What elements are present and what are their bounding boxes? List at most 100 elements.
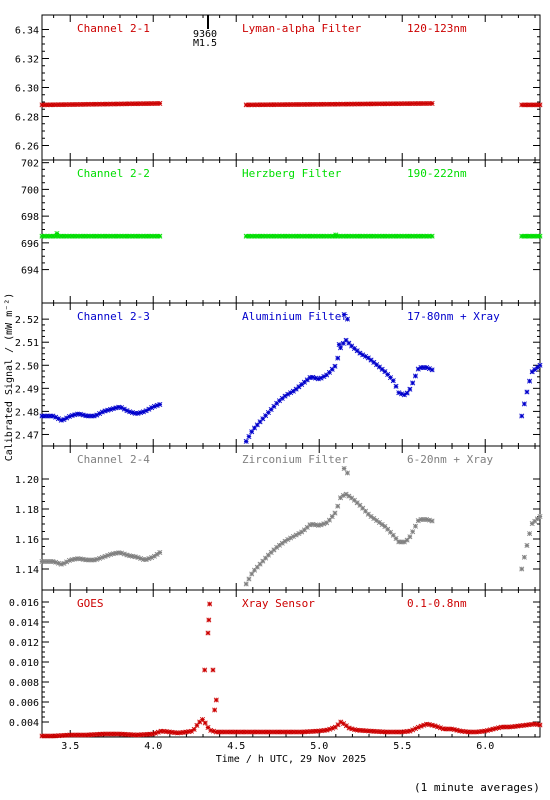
data-point bbox=[401, 729, 407, 735]
data-point bbox=[276, 398, 282, 404]
data-point bbox=[343, 101, 349, 107]
data-point bbox=[288, 390, 294, 396]
data-point bbox=[379, 366, 385, 372]
data-point bbox=[255, 729, 261, 735]
data-point bbox=[163, 729, 170, 735]
y-tick-label: 2.52 bbox=[15, 315, 39, 326]
data-point bbox=[360, 101, 366, 107]
data-point bbox=[484, 727, 490, 733]
data-point bbox=[310, 101, 316, 107]
data-point bbox=[344, 470, 350, 476]
data-point bbox=[83, 413, 89, 419]
data-point bbox=[143, 408, 149, 414]
flare-class-label: M1.5 bbox=[193, 38, 217, 49]
data-point bbox=[304, 233, 310, 239]
data-point bbox=[268, 233, 274, 239]
data-point bbox=[72, 556, 78, 562]
panel-filter-label: Aluminium Filter bbox=[242, 310, 348, 323]
data-point bbox=[113, 101, 119, 107]
panel-band-label: 0.1-0.8nm bbox=[407, 597, 467, 610]
data-point bbox=[151, 403, 157, 409]
data-point bbox=[418, 723, 424, 729]
data-point bbox=[91, 101, 97, 107]
data-point bbox=[410, 101, 416, 107]
data-point bbox=[521, 102, 527, 108]
y-tick-label: 6.28 bbox=[15, 113, 39, 124]
y-tick-label: 2.49 bbox=[15, 384, 39, 395]
data-point bbox=[290, 388, 296, 394]
data-point bbox=[39, 733, 45, 739]
data-point bbox=[365, 355, 371, 361]
data-point bbox=[276, 233, 282, 239]
data-point bbox=[404, 728, 410, 734]
data-point bbox=[343, 723, 349, 729]
data-point bbox=[127, 409, 133, 415]
data-point bbox=[519, 566, 525, 572]
data-point bbox=[249, 729, 255, 735]
data-point bbox=[329, 101, 335, 107]
data-point bbox=[135, 233, 141, 239]
data-point bbox=[393, 536, 399, 542]
data-point bbox=[296, 729, 302, 735]
data-point bbox=[443, 726, 449, 732]
data-point bbox=[166, 729, 172, 735]
data-point bbox=[83, 101, 89, 107]
data-point bbox=[97, 731, 103, 737]
data-point bbox=[110, 406, 116, 412]
data-point bbox=[53, 414, 59, 420]
data-point bbox=[515, 723, 521, 729]
y-tick-label: 1.14 bbox=[15, 565, 39, 576]
data-point bbox=[332, 724, 338, 730]
data-point bbox=[534, 721, 540, 727]
data-point bbox=[401, 392, 407, 398]
data-point bbox=[385, 371, 391, 378]
data-point bbox=[191, 726, 197, 732]
data-point bbox=[263, 729, 269, 735]
data-point bbox=[396, 539, 402, 545]
data-point bbox=[72, 732, 78, 738]
data-point bbox=[143, 101, 149, 107]
data-point bbox=[188, 728, 194, 734]
data-point bbox=[260, 233, 266, 239]
data-point bbox=[274, 233, 280, 239]
data-point bbox=[333, 232, 339, 238]
data-point bbox=[495, 725, 502, 731]
data-point bbox=[67, 732, 73, 738]
data-point bbox=[326, 101, 332, 107]
data-point bbox=[91, 557, 97, 563]
data-point bbox=[154, 402, 160, 408]
data-point bbox=[329, 725, 336, 731]
data-point bbox=[371, 233, 377, 239]
data-point bbox=[382, 729, 388, 735]
data-point bbox=[354, 101, 360, 107]
data-point bbox=[293, 532, 299, 538]
data-point bbox=[354, 500, 360, 506]
y-tick-label: 6.32 bbox=[15, 55, 39, 66]
data-point bbox=[341, 465, 347, 472]
data-point bbox=[393, 729, 399, 735]
data-point bbox=[44, 102, 51, 108]
data-point bbox=[86, 101, 92, 107]
panel-band-label: 6-20nm + Xray bbox=[407, 453, 493, 466]
data-point bbox=[135, 410, 141, 416]
data-point bbox=[279, 233, 285, 239]
data-point bbox=[50, 413, 56, 419]
data-point bbox=[183, 729, 189, 735]
data-point bbox=[340, 101, 346, 107]
panel-filter-label: Herzberg Filter bbox=[242, 167, 342, 180]
data-point bbox=[457, 728, 463, 734]
data-point bbox=[251, 102, 258, 108]
data-point bbox=[206, 617, 212, 623]
data-point bbox=[243, 438, 249, 444]
data-point bbox=[75, 101, 81, 107]
data-point bbox=[315, 376, 321, 382]
data-point bbox=[61, 416, 67, 423]
data-point bbox=[269, 729, 275, 735]
data-point bbox=[235, 729, 241, 735]
data-point bbox=[175, 730, 181, 736]
data-point bbox=[393, 101, 399, 107]
y-tick-label: 700 bbox=[21, 185, 39, 196]
data-point bbox=[78, 732, 84, 738]
data-point bbox=[410, 380, 416, 386]
